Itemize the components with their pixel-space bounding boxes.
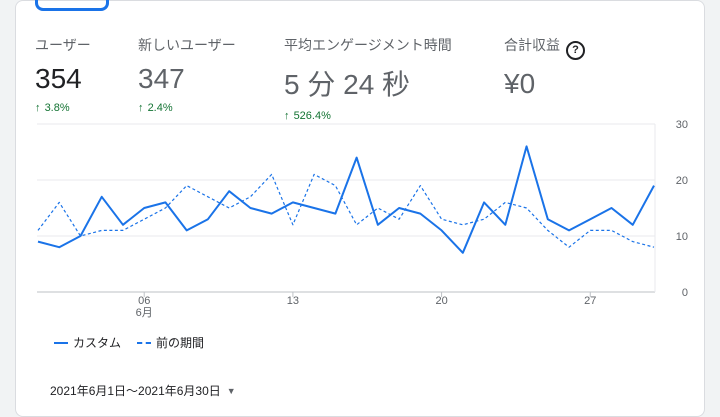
arrow-up-icon: ↑ bbox=[138, 102, 144, 114]
y-tick-label: 10 bbox=[676, 231, 688, 243]
series-line-current bbox=[37, 145, 655, 254]
metric-delta-value: 2.4% bbox=[147, 102, 173, 114]
legend-item-current: カスタム bbox=[54, 334, 121, 351]
metric-label-text: 合計収益 bbox=[504, 37, 560, 53]
metric-delta: ↑ 2.4% bbox=[138, 102, 236, 114]
metric-label: ユーザー bbox=[35, 37, 91, 53]
metric-delta-value: 3.8% bbox=[44, 102, 70, 114]
x-tick-label: 20 bbox=[435, 295, 447, 307]
metric-value: 347 bbox=[138, 63, 185, 94]
x-tick-label: 13 bbox=[287, 295, 299, 307]
metric-delta: ↑ 526.4% bbox=[284, 110, 452, 122]
y-tick-label: 30 bbox=[676, 119, 688, 131]
x-tick-label: 06 bbox=[138, 295, 150, 307]
metric-delta-value: 526.4% bbox=[293, 110, 331, 122]
help-icon[interactable]: ? bbox=[566, 41, 585, 60]
metric-value: ¥0 bbox=[504, 68, 536, 99]
card-top-accent bbox=[35, 0, 109, 11]
x-tick-label: 27 bbox=[584, 295, 596, 307]
metric-value: 354 bbox=[35, 63, 82, 94]
series-line-previous bbox=[37, 173, 655, 248]
legend-label: カスタム bbox=[73, 336, 122, 350]
x-tick-sublabel: 6月 bbox=[136, 307, 153, 319]
y-tick-label: 0 bbox=[682, 287, 688, 299]
legend-label: 前の期間 bbox=[156, 336, 205, 350]
caret-down-icon: ▼ bbox=[226, 385, 236, 396]
metric-users[interactable]: ユーザー 354 ↑ 3.8% bbox=[35, 35, 91, 114]
date-range-label: 2021年6月1日～2021年6月30日 bbox=[50, 384, 221, 398]
metric-value: 5 分 24 秒 bbox=[284, 69, 411, 100]
metric-label: 新しいユーザー bbox=[138, 37, 236, 53]
chart-legend: カスタム 前の期間 bbox=[54, 334, 220, 351]
dashed-line-swatch-icon bbox=[137, 341, 152, 344]
y-tick-label: 20 bbox=[676, 175, 688, 187]
metric-engagement-time[interactable]: 平均エンゲージメント時間 5 分 24 秒 ↑ 526.4% bbox=[284, 35, 452, 122]
arrow-up-icon: ↑ bbox=[284, 110, 290, 122]
metric-label: 合計収益? bbox=[504, 35, 585, 60]
legend-item-previous: 前の期間 bbox=[137, 334, 204, 351]
arrow-up-icon: ↑ bbox=[35, 102, 41, 114]
metric-new-users[interactable]: 新しいユーザー 347 ↑ 2.4% bbox=[138, 35, 236, 114]
metric-label: 平均エンゲージメント時間 bbox=[284, 37, 452, 53]
date-range-selector[interactable]: 2021年6月1日～2021年6月30日 ▼ bbox=[50, 382, 236, 399]
metric-total-revenue[interactable]: 合計収益? ¥0 bbox=[504, 35, 585, 100]
solid-line-swatch-icon bbox=[54, 341, 68, 344]
metric-delta: ↑ 3.8% bbox=[35, 102, 91, 114]
overview-card: ユーザー 354 ↑ 3.8% 新しいユーザー 347 ↑ 2.4% 平均エンゲ… bbox=[15, 0, 705, 417]
